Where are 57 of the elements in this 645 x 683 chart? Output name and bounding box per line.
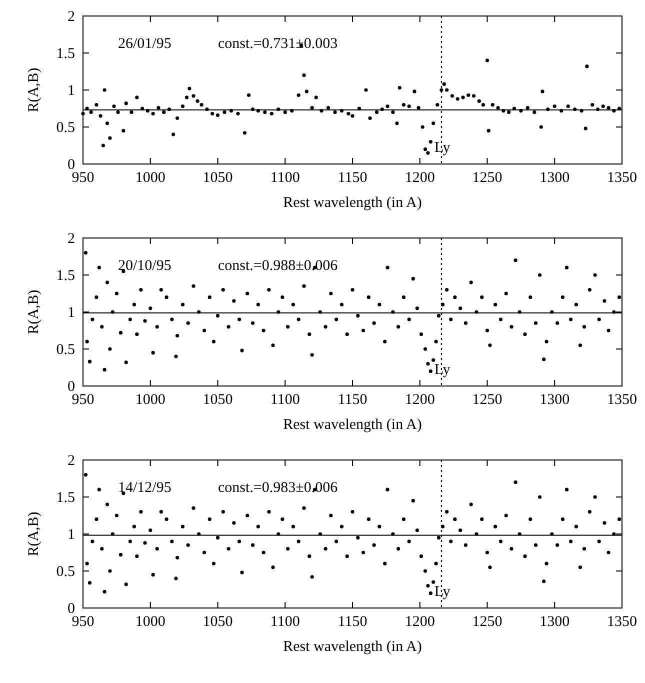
annotation: const.=0.731±0.003 xyxy=(218,36,338,52)
x-axis-title: Rest wavelength (in A) xyxy=(283,639,422,655)
x-tick-label: 1050 xyxy=(202,170,233,186)
y-tick-label: 1 xyxy=(68,83,75,99)
y-axis-title: R(A,B) xyxy=(26,512,42,556)
ref-line-label: Ly xyxy=(434,140,451,156)
annotation: const.=0.983±0.006 xyxy=(218,480,338,496)
y-tick-label: 0.5 xyxy=(56,120,75,136)
x-tick-label: 1000 xyxy=(135,614,166,630)
y-tick-label: 1.5 xyxy=(56,490,75,506)
annotation: 26/01/95 xyxy=(118,36,172,52)
annotation: 20/10/95 xyxy=(118,258,172,274)
y-tick-label: 2 xyxy=(68,231,75,247)
x-tick-label: 1350 xyxy=(607,170,637,186)
x-tick-label: 1350 xyxy=(607,392,637,408)
x-tick-label: 1000 xyxy=(135,392,166,408)
x-tick-label: 1050 xyxy=(202,614,233,630)
y-tick-label: 2 xyxy=(68,453,75,469)
x-tick-label: 1200 xyxy=(404,170,435,186)
x-tick-label: 1300 xyxy=(540,614,570,630)
y-tick-label: 0 xyxy=(68,601,75,617)
x-tick-label: 950 xyxy=(72,392,94,408)
x-axis-title: Rest wavelength (in A) xyxy=(283,417,422,433)
y-tick-label: 2 xyxy=(68,9,75,25)
y-tick-label: 0.5 xyxy=(56,564,75,580)
x-tick-label: 1100 xyxy=(270,392,300,408)
x-tick-label: 1150 xyxy=(338,170,368,186)
x-tick-label: 1200 xyxy=(404,614,435,630)
x-tick-label: 1000 xyxy=(135,170,166,186)
x-tick-label: 950 xyxy=(72,170,94,186)
y-tick-label: 0 xyxy=(68,157,75,173)
x-tick-label: 1100 xyxy=(270,170,300,186)
x-tick-label: 1250 xyxy=(472,392,502,408)
x-tick-label: 1350 xyxy=(607,614,637,630)
y-tick-label: 1 xyxy=(68,527,75,543)
x-axis-title: Rest wavelength (in A) xyxy=(283,195,422,211)
x-tick-label: 1250 xyxy=(472,170,502,186)
x-tick-label: 1300 xyxy=(540,170,570,186)
ref-line-label: Ly xyxy=(434,362,451,378)
x-tick-label: 950 xyxy=(72,614,94,630)
ref-line-label: Ly xyxy=(434,584,451,600)
annotation: const.=0.988±0.006 xyxy=(218,258,338,274)
annotation: 14/12/95 xyxy=(118,480,172,496)
y-tick-label: 0 xyxy=(68,379,75,395)
x-tick-label: 1250 xyxy=(472,614,502,630)
x-tick-label: 1050 xyxy=(202,392,233,408)
y-axis-title: R(A,B) xyxy=(26,68,42,112)
y-tick-label: 1.5 xyxy=(56,268,75,284)
x-tick-label: 1150 xyxy=(338,614,368,630)
y-axis-title: R(A,B) xyxy=(26,290,42,334)
y-tick-label: 1 xyxy=(68,305,75,321)
y-tick-label: 0.5 xyxy=(56,342,75,358)
x-tick-label: 1150 xyxy=(338,392,368,408)
x-tick-label: 1200 xyxy=(404,392,435,408)
y-tick-label: 1.5 xyxy=(56,46,75,62)
x-tick-label: 1300 xyxy=(540,392,570,408)
x-tick-label: 1100 xyxy=(270,614,300,630)
